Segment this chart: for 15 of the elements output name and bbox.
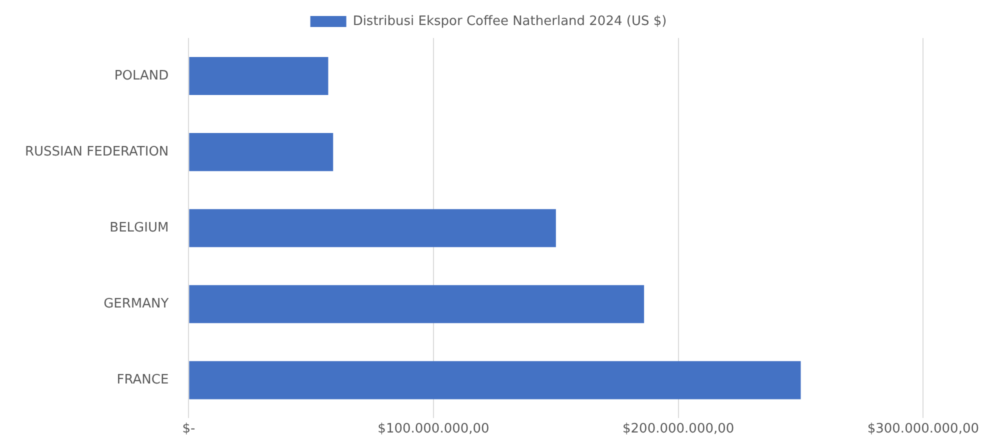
bar — [189, 133, 334, 172]
x-tick-label: $200.000.000,00 — [622, 421, 734, 436]
x-tick-label: $300.000.000,00 — [867, 421, 980, 436]
x-tick-label: $100.000.000,00 — [378, 421, 490, 436]
y-tick-label: BELGIUM — [110, 220, 169, 236]
bar — [189, 285, 644, 324]
bar — [189, 57, 328, 96]
y-tick-label: POLAND — [114, 68, 169, 84]
bar — [189, 209, 556, 248]
y-tick-label: RUSSIAN FEDERATION — [24, 144, 169, 160]
legend-label: Distribusi Ekspor Coffee Natherland 2024 (US $) — [352, 14, 667, 29]
x-tick-label: $- — [182, 421, 196, 436]
bar — [189, 361, 801, 400]
y-tick-label: FRANCE — [116, 372, 169, 388]
y-tick-label: GERMANY — [104, 296, 169, 312]
